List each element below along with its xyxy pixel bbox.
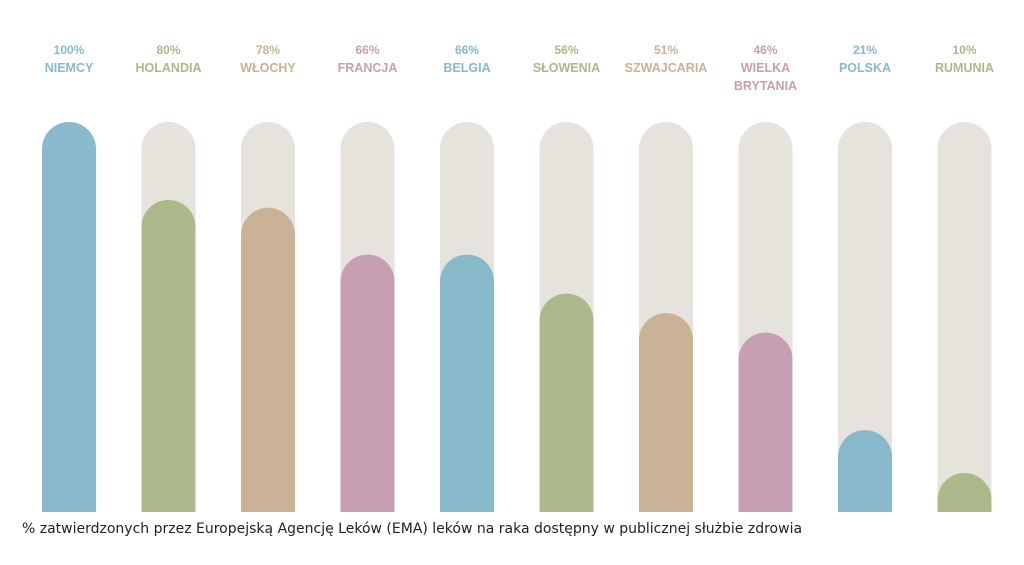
category-label-szwajcaria: SZWAJCARIA bbox=[625, 61, 708, 75]
category-label-włochy: WŁOCHY bbox=[240, 61, 296, 75]
bar-włochy bbox=[241, 207, 295, 512]
value-label-francja: 66% bbox=[355, 43, 379, 57]
bar-belgia bbox=[440, 254, 494, 512]
chart-caption: % zatwierdzonych przez Europejską Agencj… bbox=[22, 521, 803, 537]
bar-wielka-brytania bbox=[738, 332, 793, 512]
value-label-holandia: 80% bbox=[156, 43, 180, 57]
value-label-polska: 21% bbox=[853, 43, 877, 57]
value-label-belgia: 66% bbox=[455, 43, 479, 57]
value-label-niemcy: 100% bbox=[54, 43, 85, 57]
bar-polska bbox=[838, 430, 892, 512]
bar-track-polska bbox=[838, 122, 892, 512]
bar-rumunia bbox=[937, 473, 992, 512]
category-label-niemcy: NIEMCY bbox=[45, 61, 94, 75]
bar-track-rumunia bbox=[937, 122, 992, 512]
value-label-rumunia: 10% bbox=[952, 43, 976, 57]
bar-niemcy bbox=[42, 122, 96, 512]
category-label-słowenia: SŁOWENIA bbox=[533, 61, 600, 75]
bar-słowenia bbox=[539, 293, 594, 512]
category-label-polska: POLSKA bbox=[839, 61, 891, 75]
value-label-włochy: 78% bbox=[256, 43, 280, 57]
category-label-rumunia: RUMUNIA bbox=[935, 61, 994, 75]
bar-chart: 100% NIEMCY 80% HOLANDIA 78% WŁOCHY 66% FRANCJA… bbox=[42, 43, 994, 513]
category-label-wielka-brytania: WIELKA BRYTANIA bbox=[734, 61, 797, 93]
bar-szwajcaria bbox=[639, 313, 693, 512]
category-label-belgia: BELGIA bbox=[443, 61, 490, 75]
bar-holandia bbox=[141, 200, 196, 513]
bar-francja bbox=[340, 254, 395, 512]
value-label-szwajcaria: 51% bbox=[654, 43, 678, 57]
value-label-słowenia: 56% bbox=[554, 43, 578, 57]
value-label-wielka-brytania: 46% bbox=[753, 43, 777, 57]
category-label-holandia: HOLANDIA bbox=[136, 61, 202, 75]
category-label-francja: FRANCJA bbox=[338, 61, 398, 75]
